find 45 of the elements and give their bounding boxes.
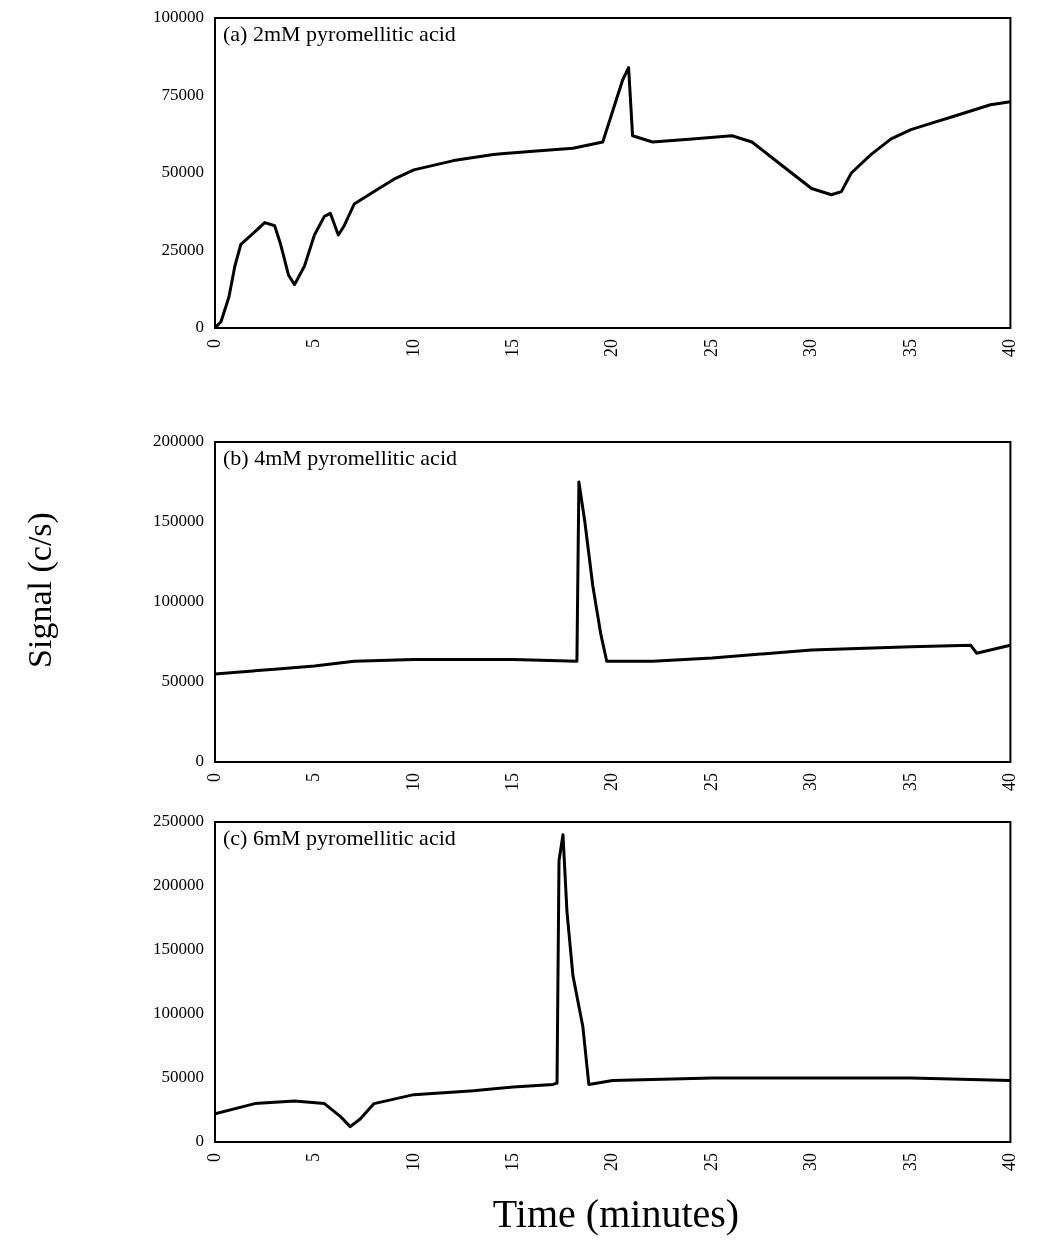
y-axis-title: Signal (c/s) xyxy=(21,512,59,668)
x-tick-label: 30 xyxy=(800,773,821,791)
y-tick-label: 150000 xyxy=(153,511,204,531)
x-tick-label: 10 xyxy=(402,1153,423,1171)
x-tick-label: 25 xyxy=(700,773,721,791)
y-tick-label: 100000 xyxy=(153,591,204,611)
x-tick-label: 20 xyxy=(601,339,622,357)
annotation: (c) 6mM pyromellitic acid xyxy=(223,824,456,850)
x-tick-label: 15 xyxy=(502,339,523,357)
x-tick-label: 40 xyxy=(999,773,1020,791)
x-tick-label: 0 xyxy=(203,773,224,782)
y-tick-label: 100000 xyxy=(153,7,204,27)
x-tick-label: 30 xyxy=(800,339,821,357)
y-tick-label: 50000 xyxy=(161,1067,204,1087)
x-axis-title: Time (minutes) xyxy=(492,1190,740,1237)
x-tick-label: 35 xyxy=(899,1153,920,1171)
x-tick-label: 20 xyxy=(601,1153,622,1171)
x-tick-label: 35 xyxy=(899,339,920,357)
y-tick-label: 75000 xyxy=(161,84,204,104)
annotation: (b) 4mM pyromellitic acid xyxy=(223,444,457,470)
x-tick-label: 30 xyxy=(800,1153,821,1171)
x-tick-label: 40 xyxy=(999,339,1020,357)
x-tick-label: 5 xyxy=(303,1153,324,1162)
x-tick-label: 0 xyxy=(203,1153,224,1162)
y-tick-label: 150000 xyxy=(153,939,204,959)
x-tick-label: 20 xyxy=(601,773,622,791)
x-tick-label: 10 xyxy=(402,339,423,357)
y-tick-label: 50000 xyxy=(161,671,204,691)
y-tick-label: 250000 xyxy=(153,811,204,831)
x-tick-label: 35 xyxy=(899,773,920,791)
x-tick-label: 40 xyxy=(999,1153,1020,1171)
y-tick-label: 25000 xyxy=(161,239,204,259)
x-tick-label: 15 xyxy=(502,1153,523,1171)
y-tick-label: 200000 xyxy=(153,431,204,451)
x-tick-label: 25 xyxy=(700,1153,721,1171)
x-tick-label: 0 xyxy=(203,339,224,348)
y-tick-label: 200000 xyxy=(153,875,204,895)
x-tick-label: 5 xyxy=(303,339,324,348)
y-tick-label: 100000 xyxy=(153,1003,204,1023)
annotation: (a) 2mM pyromellitic acid xyxy=(223,20,456,46)
x-tick-label: 5 xyxy=(303,773,324,782)
x-tick-label: 15 xyxy=(502,773,523,791)
y-tick-label: 50000 xyxy=(161,162,204,182)
x-tick-label: 25 xyxy=(700,339,721,357)
x-tick-label: 10 xyxy=(402,773,423,791)
